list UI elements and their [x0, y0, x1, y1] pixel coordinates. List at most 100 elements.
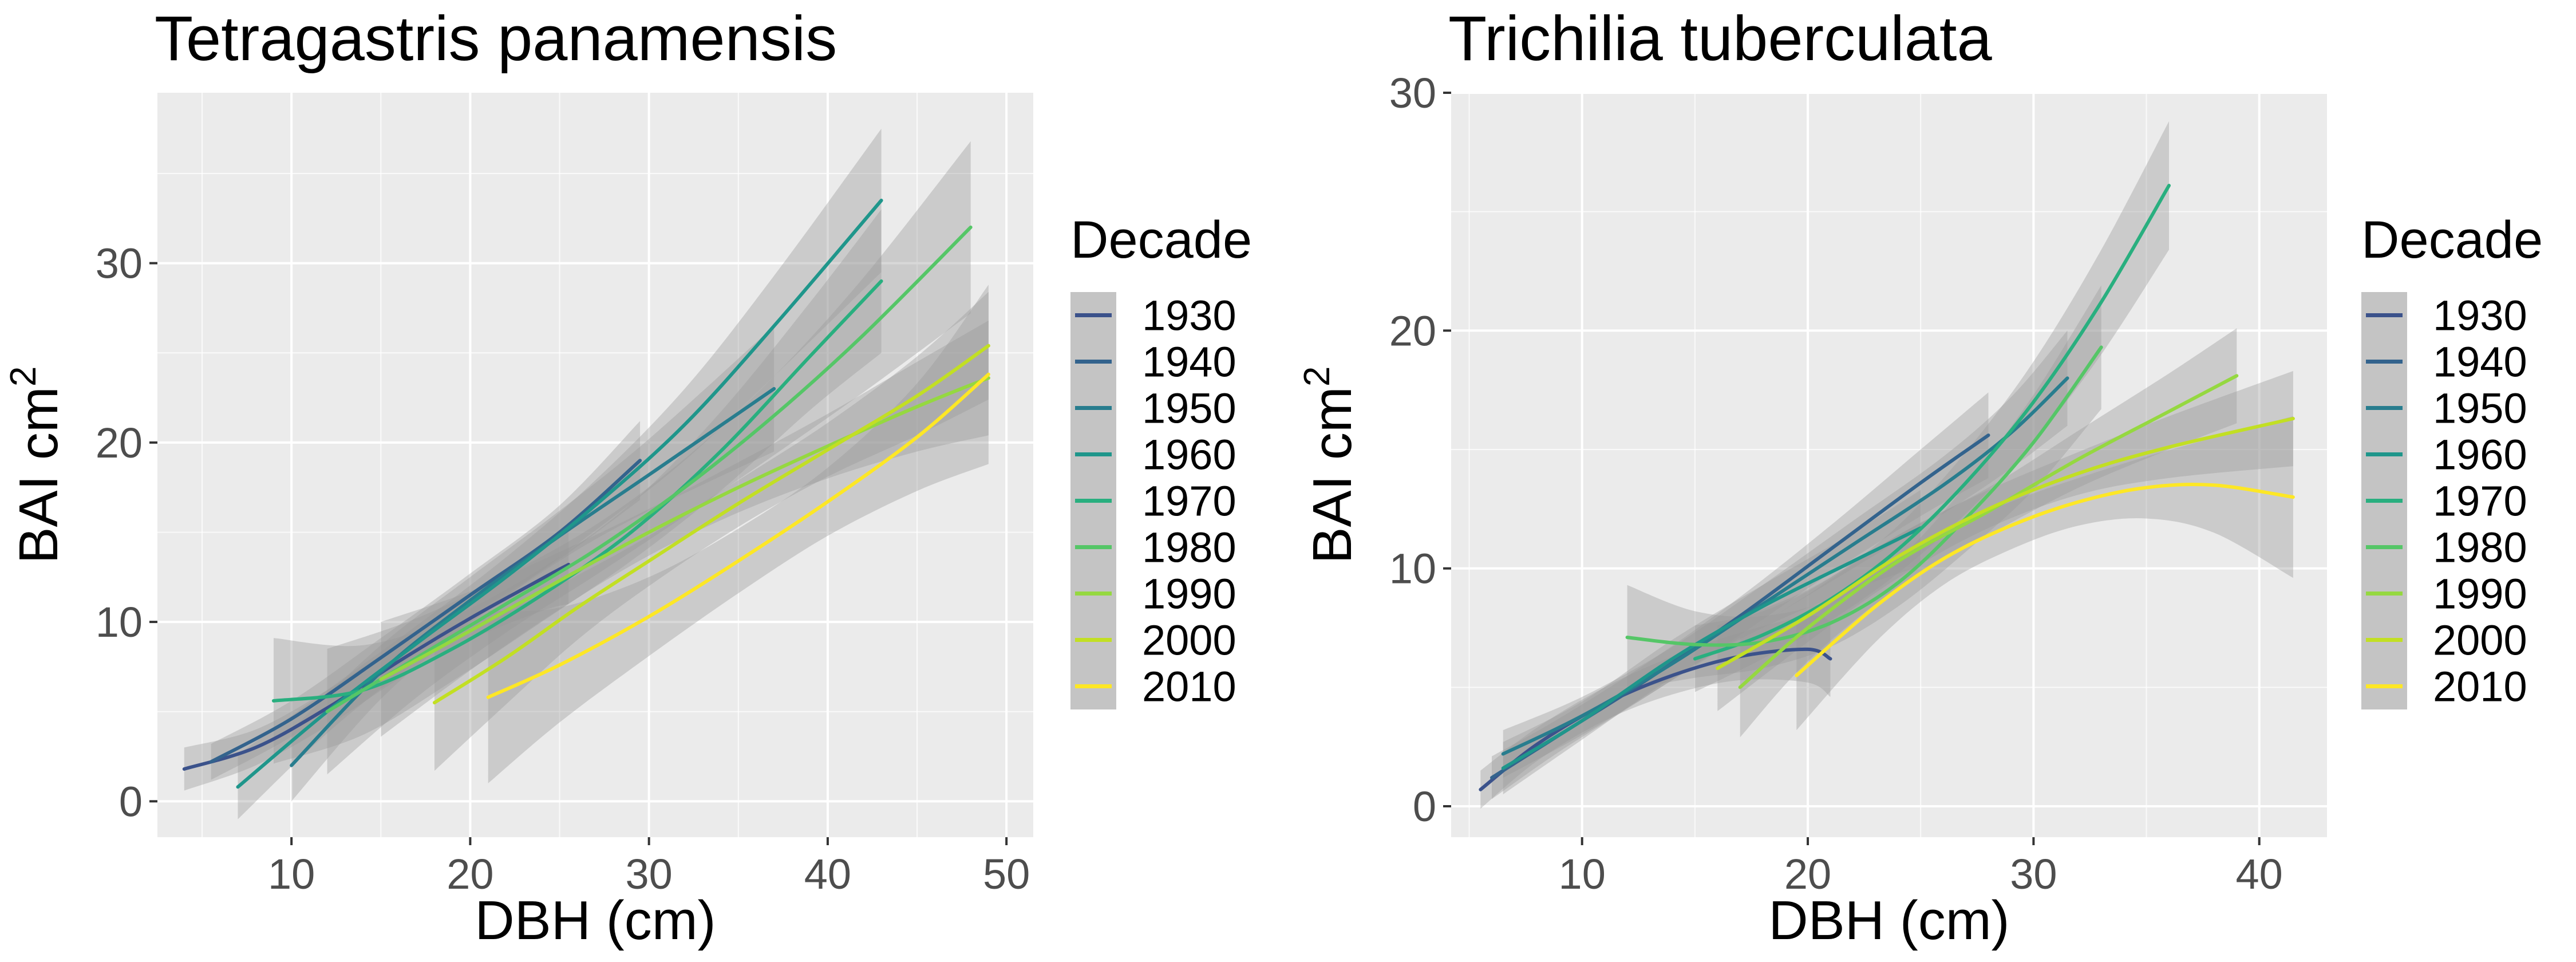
legend-label: 2000	[2433, 617, 2527, 664]
y-tick-label: 10	[1389, 545, 1436, 593]
x-tick-label: 30	[2010, 850, 2057, 898]
grid	[1451, 92, 2327, 837]
legend-item-1950: 1950	[2361, 385, 2527, 432]
legend-label: 1930	[2433, 292, 2527, 340]
x-axis-title: DBH (cm)	[475, 890, 716, 951]
legend-item-2000: 2000	[1070, 617, 1236, 664]
legend: Decade 193019401950196019701980199020002…	[1070, 211, 1252, 711]
legend-label: 1960	[1142, 431, 1236, 479]
legend-item-1950: 1950	[1070, 385, 1236, 432]
confidence-band-1950	[291, 326, 775, 802]
series-lines	[1479, 184, 2295, 791]
x-tick-label: 10	[268, 850, 315, 898]
legend-item-1930: 1930	[2361, 292, 2527, 340]
x-tick-label: 10	[1559, 850, 1606, 898]
confidence-band-1950	[1503, 330, 2068, 778]
y-tick-label: 20	[96, 419, 143, 467]
legend-item-1940: 1940	[2361, 338, 2527, 386]
confidence-band-2010	[1796, 416, 2293, 731]
legend-label: 2010	[1142, 663, 1236, 711]
legend-item-1970: 1970	[2361, 478, 2527, 525]
legend-item-1960: 1960	[1070, 431, 1236, 479]
y-tick-label: 20	[1389, 307, 1436, 354]
x-tick-label: 50	[983, 850, 1030, 898]
y-axis-title-superscript: 2	[2, 366, 44, 387]
x-tick-label: 20	[1784, 850, 1831, 898]
series-line-1990	[1738, 374, 2239, 689]
legend-item-1960: 1960	[2361, 431, 2527, 479]
x-axis-title: DBH (cm)	[1768, 890, 2009, 951]
series-line-2000	[1716, 417, 2295, 671]
legend-label: 2000	[1142, 617, 1236, 664]
legend-label: 1970	[1142, 478, 1236, 525]
series-line-1940	[209, 459, 642, 764]
series-line-1980	[325, 225, 973, 713]
legend-item-1940: 1940	[1070, 338, 1236, 386]
legend-label: 1960	[2433, 431, 2527, 479]
legend-item-2010: 2010	[1070, 663, 1236, 711]
legend: Decade 193019401950196019701980199020002…	[2361, 211, 2543, 711]
series-line-2010	[486, 372, 990, 699]
legend-label: 1980	[1142, 524, 1236, 571]
y-tick-label: 30	[1389, 69, 1436, 117]
series-line-2010	[1795, 483, 2295, 677]
x-tick-label: 40	[804, 850, 851, 898]
x-tick-label: 40	[2236, 850, 2283, 898]
series-line-1950	[1501, 376, 2069, 756]
legend-item-1930: 1930	[1070, 292, 1236, 340]
confidence-band-2000	[434, 291, 989, 771]
legend-label: 1970	[2433, 478, 2527, 525]
legend-label: 1990	[1142, 570, 1236, 618]
x-tick-label: 30	[626, 850, 673, 898]
series-line-1960	[1501, 526, 1923, 770]
y-axis-title: BAI cm2	[2, 366, 69, 564]
axes: 10 20 30 40 50 0 10 20 30	[96, 240, 1030, 898]
legend-label: 1980	[2433, 524, 2527, 571]
legend-label: 1950	[1142, 385, 1236, 432]
series-line-1930	[182, 562, 571, 771]
series-line-1960	[236, 199, 883, 789]
y-tick-label: 10	[96, 598, 143, 646]
legend-title: Decade	[2361, 211, 2543, 269]
series-line-1970	[1693, 184, 2171, 661]
confidence-band-1940	[211, 421, 641, 780]
legend-label: 1990	[2433, 570, 2527, 618]
confidence-band-2000	[1717, 370, 2293, 711]
series-line-1980	[1625, 345, 2103, 647]
y-axis-title-superscript: 2	[1296, 366, 1337, 387]
chart-title: Trichilia tuberculata	[1448, 3, 1992, 74]
legend-item-2010: 2010	[2361, 663, 2527, 711]
legend-label: 1940	[1142, 338, 1236, 386]
legend-label: 1950	[2433, 385, 2527, 432]
series-line-1990	[379, 376, 990, 681]
y-axis-title-text: BAI cm	[1302, 387, 1363, 563]
series-line-1970	[272, 279, 883, 703]
chart-title: Tetragastris panamensis	[155, 3, 837, 74]
chart-trichilia: Trichilia tuberculata 10 20 30 40 0 10 20 30 DB…	[1296, 3, 2543, 951]
legend-item-1990: 1990	[1070, 570, 1236, 618]
series-lines	[182, 199, 990, 789]
axes: 10 20 30 40 0 10 20 30	[1389, 69, 2283, 898]
y-axis-title: BAI cm2	[1296, 366, 1363, 564]
y-tick-label: 0	[119, 778, 143, 825]
y-axis-title-text: BAI cm	[8, 387, 69, 563]
legend-item-1980: 1980	[1070, 524, 1236, 571]
chart-tetragastris: Tetragastris panamensis 10 20 30 40 50 0 10 20 3…	[2, 3, 1252, 951]
legend-item-2000: 2000	[2361, 617, 2527, 664]
legend-item-1980: 1980	[2361, 524, 2527, 571]
legend-title: Decade	[1070, 211, 1252, 269]
series-line-1930	[1479, 647, 1832, 791]
confidence-band-1930	[1480, 616, 1831, 809]
legend-label: 1940	[2433, 338, 2527, 386]
grid	[157, 93, 1033, 837]
confidence-band-1990	[381, 320, 989, 737]
confidence-band-2010	[488, 285, 989, 783]
confidence-band-1960	[1503, 490, 1921, 795]
legend-item-1970: 1970	[1070, 478, 1236, 525]
x-tick-label: 20	[447, 850, 493, 898]
series-line-2000	[433, 344, 990, 705]
legend-label: 1930	[1142, 292, 1236, 340]
y-tick-label: 30	[96, 240, 143, 287]
legend-label: 2010	[2433, 663, 2527, 711]
